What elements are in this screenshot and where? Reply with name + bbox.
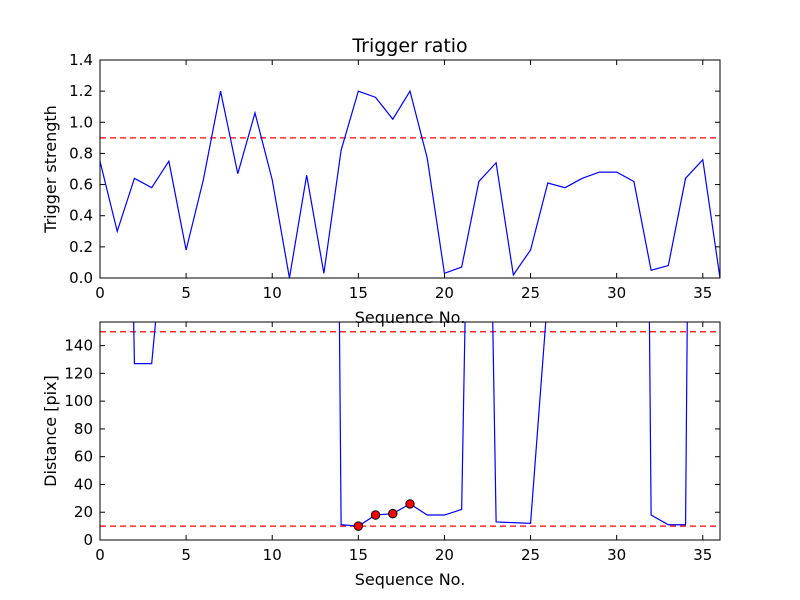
series-line-0 bbox=[100, 89, 720, 278]
x-tick-label: 35 bbox=[693, 546, 712, 564]
x-tick-label: 0 bbox=[95, 546, 105, 564]
y-tick-label: 0.2 bbox=[69, 238, 93, 256]
y-axis-label: Distance [pix] bbox=[41, 375, 60, 487]
x-tick-label: 30 bbox=[607, 546, 626, 564]
y-tick-label: 0.8 bbox=[69, 144, 93, 162]
x-tick-label: 20 bbox=[435, 546, 454, 564]
y-tick-label: 140 bbox=[64, 337, 93, 355]
y-tick-label: 20 bbox=[74, 503, 93, 521]
data-point-marker bbox=[388, 508, 398, 519]
trigger-ratio-chart: 0 5 10 15 20 25 30 35 0.0 0.2 0.4 0.6 0.8 1.0 1.2 1.4 Se… bbox=[41, 35, 721, 327]
y-tick-label: 60 bbox=[74, 448, 93, 466]
axes-frame bbox=[99, 59, 721, 279]
y-tick-label: 0.6 bbox=[69, 176, 93, 194]
x-tick-label: 10 bbox=[263, 546, 282, 564]
data-point-marker bbox=[353, 521, 364, 531]
chart-title: Trigger ratio bbox=[351, 35, 467, 57]
y-tick-label: 120 bbox=[64, 364, 93, 382]
data-point-marker bbox=[370, 510, 381, 520]
x-tick-label: 30 bbox=[607, 284, 626, 302]
y-tick-label: 0.4 bbox=[69, 207, 93, 225]
x-tick-label: 0 bbox=[95, 284, 105, 302]
x-tick-label: 20 bbox=[435, 284, 454, 302]
y-tick-label: 80 bbox=[74, 420, 93, 438]
y-tick-label: 40 bbox=[74, 475, 93, 493]
x-tick-label: 5 bbox=[181, 284, 191, 302]
x-tick-label: 15 bbox=[349, 546, 368, 564]
y-axis-label: Trigger strength bbox=[41, 105, 60, 234]
x-tick-label: 25 bbox=[521, 284, 540, 302]
series-line-3 bbox=[648, 322, 688, 526]
x-axis-label: Sequence No. bbox=[355, 308, 466, 327]
series-line-0 bbox=[133, 322, 157, 365]
x-tick-label: 10 bbox=[263, 284, 282, 302]
x-tick-label: 5 bbox=[181, 546, 191, 564]
y-tick-label: 1.4 bbox=[69, 51, 93, 69]
series-line-1 bbox=[338, 322, 466, 527]
series-line-2 bbox=[492, 322, 547, 524]
axes-frame bbox=[99, 321, 721, 541]
y-tick-label: 0 bbox=[83, 531, 93, 549]
y-tick-label: 0.0 bbox=[69, 269, 93, 287]
y-tick-label: 100 bbox=[64, 392, 93, 410]
y-tick-label: 1.2 bbox=[69, 82, 93, 100]
y-tick-label: 1.0 bbox=[69, 113, 93, 131]
plot-area bbox=[100, 322, 720, 527]
plot-area bbox=[100, 89, 720, 278]
distance-chart: 0 5 10 15 20 25 30 35 0 20 40 60 80 100 120 140 Sequence… bbox=[41, 321, 721, 589]
x-tick-label: 15 bbox=[349, 284, 368, 302]
data-point-marker bbox=[405, 499, 415, 509]
x-tick-label: 35 bbox=[693, 284, 712, 302]
x-tick-label: 25 bbox=[521, 546, 540, 564]
x-axis-label: Sequence No. bbox=[355, 570, 466, 589]
